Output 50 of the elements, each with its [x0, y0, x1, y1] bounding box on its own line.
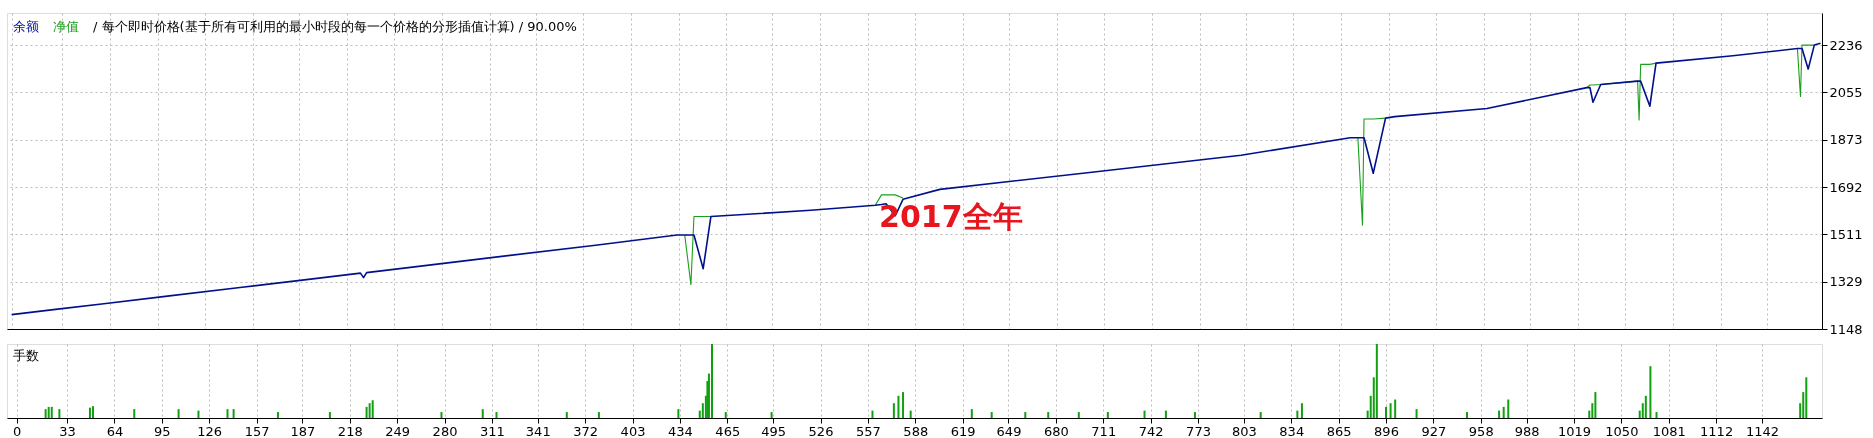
- x-tick-label: 218: [337, 423, 363, 438]
- x-tick-label: 927: [1421, 423, 1447, 438]
- x-tick-label: 834: [1279, 423, 1305, 438]
- x-tick-label: 742: [1138, 423, 1164, 438]
- x-tick-label: 958: [1468, 423, 1494, 438]
- x-tick-label: 803: [1231, 423, 1257, 438]
- x-tick-label: 64: [106, 423, 124, 438]
- x-tick-label: 126: [197, 423, 223, 438]
- y-tick-label: 2055: [1829, 84, 1863, 100]
- chart-title: 手数: [13, 348, 39, 363]
- x-tick-label: 311: [479, 423, 505, 438]
- x-tick-label: 680: [1043, 423, 1069, 438]
- x-tick-label: 896: [1374, 423, 1399, 438]
- x-tick-label: 1081: [1652, 423, 1686, 438]
- annotation: 2017全年: [879, 199, 1023, 235]
- x-tick-label: 1019: [1557, 423, 1592, 438]
- y-tick-label: 2236: [1829, 37, 1863, 53]
- x-tick-label: 403: [620, 423, 646, 438]
- x-tick-label: 33: [59, 423, 76, 438]
- x-tick-label: 495: [761, 423, 787, 438]
- y-tick-label: 1148: [1829, 321, 1863, 337]
- x-tick-label: 649: [996, 423, 1022, 438]
- x-tick-label: 157: [244, 423, 270, 438]
- y-tick-label: 1692: [1829, 179, 1863, 195]
- y-tick-label: 1511: [1829, 226, 1863, 242]
- x-tick-label: 988: [1514, 423, 1540, 438]
- x-tick-label: 372: [573, 423, 599, 438]
- x-tick-label: 619: [950, 423, 976, 438]
- y-tick-label: 1329: [1829, 274, 1863, 290]
- x-tick-label: 557: [855, 423, 881, 438]
- x-tick-label: 95: [154, 423, 171, 438]
- x-tick-label: 1142: [1745, 423, 1780, 438]
- text: 净值: [53, 19, 79, 34]
- text: 余额: [13, 19, 39, 34]
- x-tick-label: 526: [808, 423, 834, 438]
- x-tick-label: 865: [1326, 423, 1352, 438]
- x-tick-label: 187: [290, 423, 316, 438]
- x-tick-label: 588: [903, 423, 929, 438]
- x-tick-label: 465: [715, 423, 741, 438]
- x-tick-label: 1112: [1700, 423, 1734, 438]
- y-tick-label: 1873: [1829, 132, 1863, 148]
- x-tick-label: 280: [432, 423, 458, 438]
- x-tick-label: 0: [12, 423, 22, 438]
- x-tick-label: 1050: [1605, 423, 1639, 438]
- x-tick-label: 773: [1186, 423, 1211, 438]
- x-tick-label: 341: [525, 423, 551, 438]
- x-tick-label: 711: [1091, 423, 1117, 438]
- x-tick-label: 434: [667, 423, 693, 438]
- text: / 每个即时价格(基于所有可利用的最小时段的每一个价格的分形插值计算) / 90.00%: [93, 19, 577, 34]
- x-tick-label: 249: [385, 423, 411, 438]
